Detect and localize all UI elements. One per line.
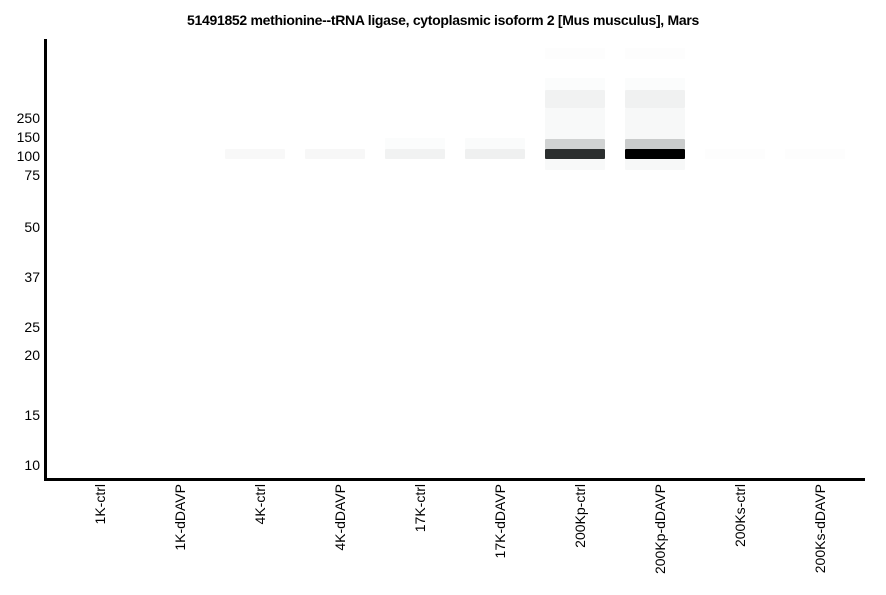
y-tick-label: 50 — [24, 219, 40, 235]
y-tick-label: 250 — [16, 110, 40, 126]
blot-band — [305, 149, 365, 159]
blot-band — [545, 90, 605, 108]
y-tick-label: 37 — [24, 269, 40, 285]
lane-label: 17K-ctrl — [412, 484, 428, 533]
blot-band — [625, 78, 685, 90]
y-tick-label: 10 — [24, 457, 40, 473]
y-tick-label: 75 — [24, 167, 40, 183]
lane-label: 200Kp-ctrl — [572, 484, 588, 548]
blot-band — [545, 48, 605, 59]
lane-label: 1K-dDAVP — [172, 484, 188, 551]
blot-band — [225, 149, 285, 159]
blot-band — [545, 108, 605, 139]
lane-label: 200Ks-ctrl — [732, 484, 748, 548]
lane-label: 200Ks-dDAVP — [812, 484, 828, 574]
blot-band — [625, 90, 685, 108]
y-tick-label: 15 — [24, 407, 40, 423]
blot-band — [545, 149, 605, 159]
lane-label: 4K-ctrl — [252, 484, 268, 525]
lane-label: 17K-dDAVP — [492, 484, 508, 559]
blot-band — [545, 139, 605, 149]
lane-label: 200Kp-dDAVP — [652, 484, 668, 575]
lane-label: 1K-ctrl — [92, 484, 108, 525]
y-tick-label: 25 — [24, 319, 40, 335]
blot-band — [385, 138, 445, 149]
chart-title: 51491852 methionine--tRNA ligase, cytopl… — [187, 12, 699, 28]
blot-band — [385, 149, 445, 159]
blot-band — [625, 139, 685, 149]
blot-band — [545, 159, 605, 170]
x-axis-line — [44, 478, 865, 481]
lane-label: 4K-dDAVP — [332, 484, 348, 551]
blot-band — [465, 138, 525, 149]
y-axis-line — [44, 39, 47, 481]
y-tick-label: 100 — [16, 148, 40, 164]
blot-band — [705, 149, 765, 159]
blot-band — [625, 149, 685, 159]
blot-band — [625, 159, 685, 170]
y-tick-label: 150 — [16, 129, 40, 145]
blot-band — [625, 48, 685, 59]
y-tick-label: 20 — [24, 347, 40, 363]
blot-band — [465, 149, 525, 159]
blot-band — [625, 108, 685, 139]
blot-band — [785, 149, 845, 159]
blot-band — [545, 78, 605, 90]
